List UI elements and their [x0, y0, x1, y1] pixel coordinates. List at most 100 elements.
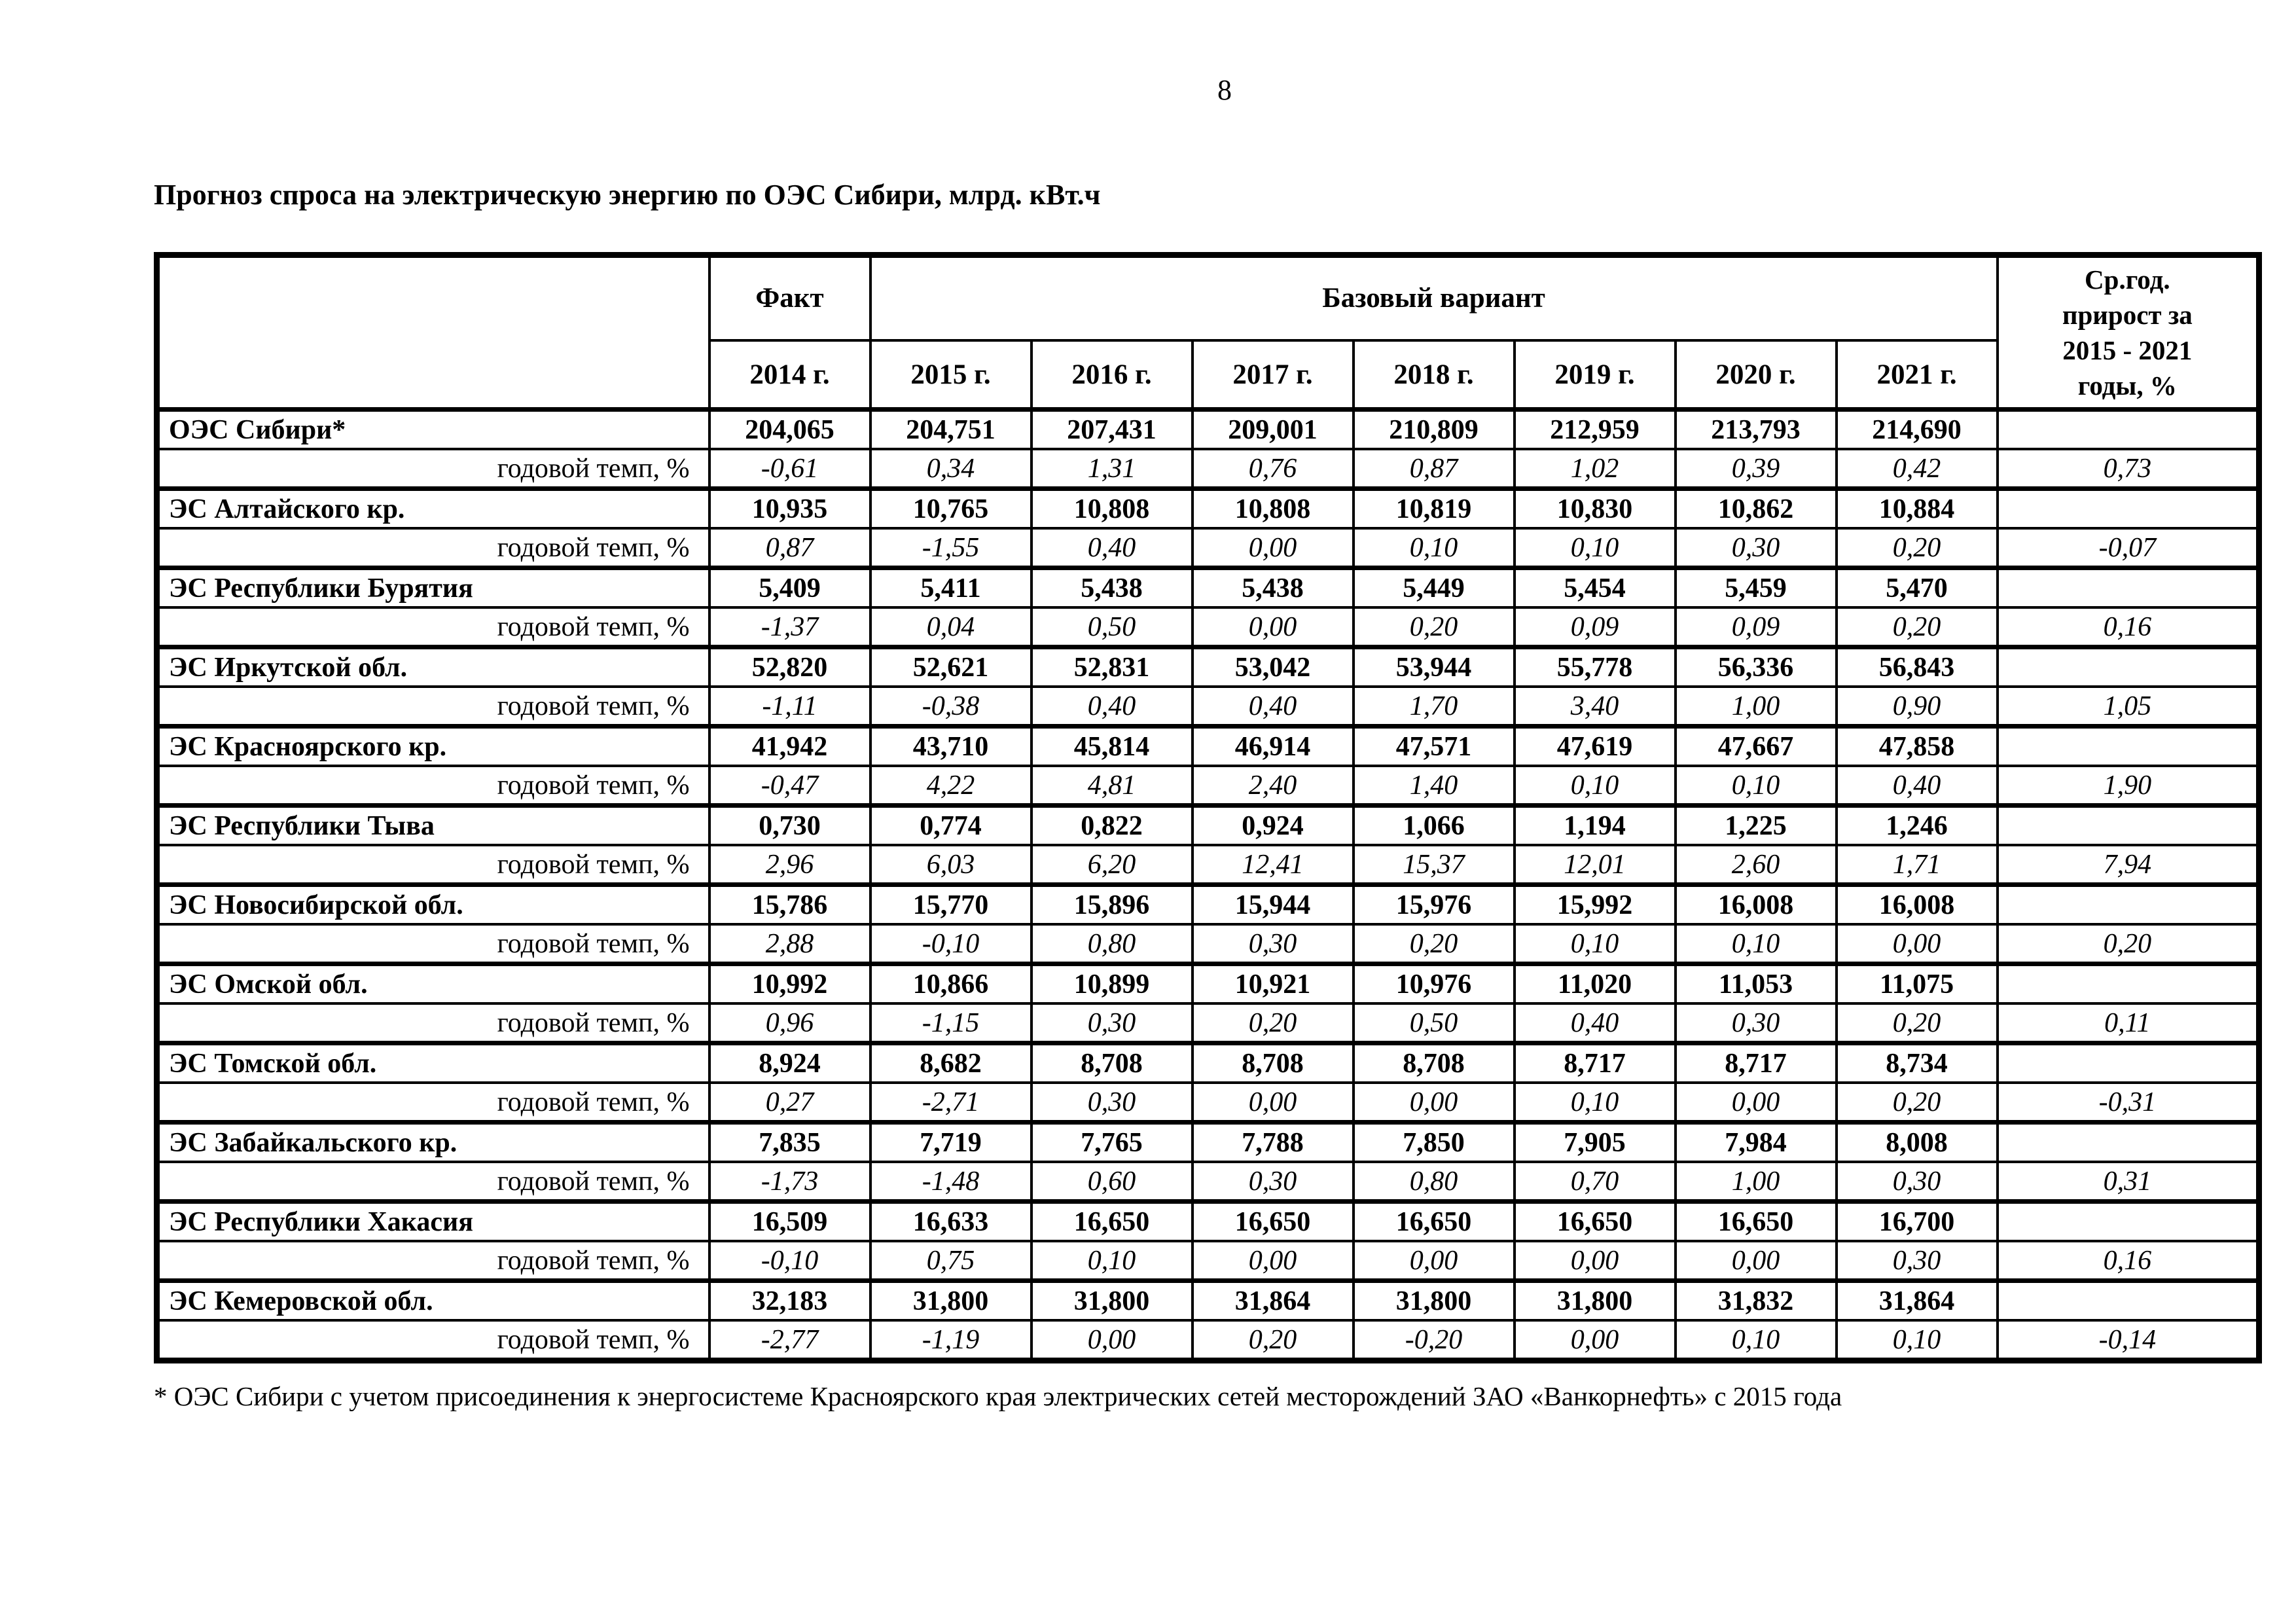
value-cell: 0,34 — [869, 448, 1033, 490]
value-cell: 16,650 — [1674, 1199, 1838, 1243]
value-cell: 0,00 — [1191, 1081, 1355, 1124]
value-cell: 0,09 — [1513, 606, 1677, 649]
value-cell: 0,16 — [1996, 1240, 2261, 1282]
year-header: 2019 г. — [1513, 338, 1677, 412]
region-column-header — [155, 253, 711, 411]
value-cell: 4,22 — [869, 765, 1033, 807]
value-cell: -0,10 — [708, 1240, 872, 1282]
region-label-cell: ЭС Иркутской обл. — [155, 645, 711, 689]
value-cell: 53,944 — [1352, 645, 1516, 689]
value-cell — [1996, 566, 2261, 609]
table-row: ЭС Красноярского кр. 41,942 43,710 45,814 46… — [155, 724, 2261, 768]
value-cell: 0,10 — [1674, 923, 1838, 965]
table-row: ЭС Кемеровской обл. 32,183 31,800 31,800 31,… — [155, 1278, 2261, 1322]
value-cell: 0,00 — [1352, 1240, 1516, 1282]
rate-label-cell: годовой темп, % — [155, 448, 711, 490]
value-cell: 1,066 — [1352, 803, 1516, 847]
value-cell: 7,850 — [1352, 1120, 1516, 1164]
value-cell: 0,10 — [1513, 1081, 1677, 1124]
value-cell: 15,976 — [1352, 882, 1516, 926]
value-cell: 6,03 — [869, 844, 1033, 886]
value-cell: 52,621 — [869, 645, 1033, 689]
value-cell: 15,786 — [708, 882, 872, 926]
value-cell: 0,00 — [1352, 1081, 1516, 1124]
value-cell: -0,07 — [1996, 527, 2261, 569]
region-label-cell: ЭС Республики Тыва — [155, 803, 711, 847]
table-row: ЭС Новосибирской обл. 15,786 15,770 15,896 1… — [155, 882, 2261, 926]
value-cell: 0,822 — [1030, 803, 1194, 847]
value-cell: 0,27 — [708, 1081, 872, 1124]
value-cell: 213,793 — [1674, 407, 1838, 451]
value-cell: 0,00 — [1835, 923, 1999, 965]
value-cell: -0,14 — [1996, 1319, 2261, 1362]
value-cell: 1,225 — [1674, 803, 1838, 847]
region-label-cell: ЭС Омской обл. — [155, 962, 711, 1005]
table-row: годовой темп, % -1,11 -0,38 0,40 0,40 1,70 3,4… — [155, 685, 2261, 728]
value-cell: 43,710 — [869, 724, 1033, 768]
value-cell: 0,40 — [1191, 685, 1355, 728]
value-cell: 0,20 — [1996, 923, 2261, 965]
value-cell: 16,008 — [1835, 882, 1999, 926]
value-cell: 1,02 — [1513, 448, 1677, 490]
value-cell: 207,431 — [1030, 407, 1194, 451]
value-cell: 45,814 — [1030, 724, 1194, 768]
value-cell: 0,39 — [1674, 448, 1838, 490]
value-cell: 0,90 — [1835, 685, 1999, 728]
value-cell: 1,00 — [1674, 1161, 1838, 1203]
value-cell: 15,37 — [1352, 844, 1516, 886]
region-label-cell: ЭС Новосибирской обл. — [155, 882, 711, 926]
value-cell: 0,00 — [1030, 1319, 1194, 1362]
value-cell: 1,71 — [1835, 844, 1999, 886]
value-cell: 10,884 — [1835, 486, 1999, 530]
value-cell: 6,20 — [1030, 844, 1194, 886]
value-cell: 5,459 — [1674, 566, 1838, 609]
year-header: 2021 г. — [1835, 338, 1999, 412]
value-cell: 15,944 — [1191, 882, 1355, 926]
value-cell: 10,866 — [869, 962, 1033, 1005]
value-cell: 1,00 — [1674, 685, 1838, 728]
value-cell: 10,808 — [1191, 486, 1355, 530]
value-cell: 0,40 — [1835, 765, 1999, 807]
value-cell: 210,809 — [1352, 407, 1516, 451]
value-cell: 56,336 — [1674, 645, 1838, 689]
value-cell: 5,470 — [1835, 566, 1999, 609]
value-cell: 56,843 — [1835, 645, 1999, 689]
value-cell: 8,924 — [708, 1041, 872, 1085]
value-cell: 16,633 — [869, 1199, 1033, 1243]
value-cell: 16,650 — [1030, 1199, 1194, 1243]
value-cell: 10,899 — [1030, 962, 1194, 1005]
value-cell: 46,914 — [1191, 724, 1355, 768]
value-cell: -1,73 — [708, 1161, 872, 1203]
value-cell: 0,50 — [1030, 606, 1194, 649]
value-cell: -1,19 — [869, 1319, 1033, 1362]
value-cell: 31,864 — [1191, 1278, 1355, 1322]
value-cell: 0,10 — [1513, 527, 1677, 569]
page-number: 8 — [1217, 74, 1232, 106]
value-cell: 7,719 — [869, 1120, 1033, 1164]
value-cell: 3,40 — [1513, 685, 1677, 728]
value-cell: 12,01 — [1513, 844, 1677, 886]
footnote: * ОЭС Сибири с учетом присоединения к эн… — [154, 1381, 1842, 1412]
value-cell: -0,10 — [869, 923, 1033, 965]
rate-label-cell: годовой темп, % — [155, 1002, 711, 1045]
value-cell: 4,81 — [1030, 765, 1194, 807]
value-cell: 0,10 — [1352, 527, 1516, 569]
region-label-cell: ЭС Красноярского кр. — [155, 724, 711, 768]
region-label-cell: ЭС Алтайского кр. — [155, 486, 711, 530]
value-cell: 16,509 — [708, 1199, 872, 1243]
value-cell: -1,48 — [869, 1161, 1033, 1203]
value-cell: 10,862 — [1674, 486, 1838, 530]
table-row: ЭС Республики Тыва 0,730 0,774 0,822 0,924 1,… — [155, 803, 2261, 847]
value-cell: 8,008 — [1835, 1120, 1999, 1164]
value-cell: 0,30 — [1030, 1081, 1194, 1124]
value-cell: 0,20 — [1352, 606, 1516, 649]
value-cell: 0,10 — [1513, 765, 1677, 807]
value-cell: 0,00 — [1191, 527, 1355, 569]
table-row: годовой темп, % -1,37 0,04 0,50 0,00 0,20 0,09… — [155, 606, 2261, 649]
value-cell: -0,20 — [1352, 1319, 1516, 1362]
value-cell: 1,246 — [1835, 803, 1999, 847]
value-cell: 7,94 — [1996, 844, 2261, 886]
value-cell — [1996, 1278, 2261, 1322]
value-cell: -1,55 — [869, 527, 1033, 569]
